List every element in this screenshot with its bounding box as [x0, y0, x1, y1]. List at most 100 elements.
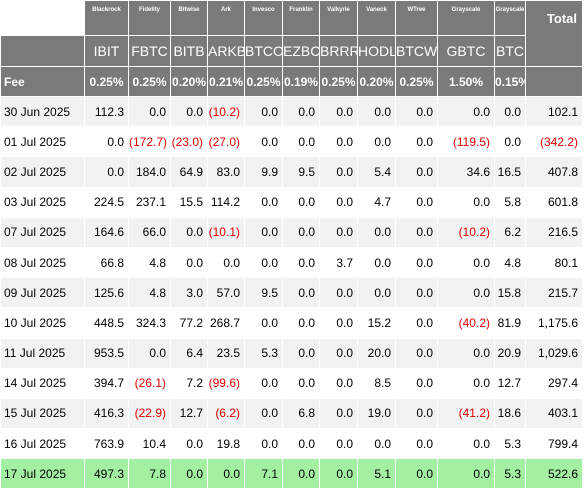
- flow-cell: 10.4: [128, 428, 171, 460]
- flow-cell: 81.9: [494, 307, 526, 339]
- flow-cell: 19.8: [207, 428, 245, 460]
- flow-cell: 0.0: [319, 277, 358, 309]
- flow-cell: 0.0: [319, 428, 358, 460]
- flow-cell: 0.0: [395, 367, 438, 399]
- flow-cell: 0.0: [244, 95, 283, 128]
- date-cell: 30 Jun 2025: [0, 95, 85, 128]
- fee-cell: 0.25%: [128, 66, 171, 97]
- flow-cell: 0.0: [319, 95, 358, 128]
- flow-cell: 0.0: [282, 186, 320, 218]
- issuer-header: Invesco: [244, 0, 283, 36]
- flow-cell: 5.4: [357, 156, 396, 188]
- table-row: 09 Jul 2025 125.6 4.8 3.0 57.0 9.5 0.0 0.0 0.0 0.…: [0, 277, 583, 309]
- flow-cell: 34.6: [437, 156, 495, 188]
- flow-cell: 5.3: [244, 337, 283, 369]
- flow-cell: 125.6: [84, 277, 129, 309]
- fee-label: Fee: [0, 66, 85, 97]
- date-cell: 03 Jul 2025: [0, 186, 85, 218]
- flow-cell: 0.0: [437, 367, 495, 399]
- flow-cell: 6.4: [170, 337, 208, 369]
- flow-cell: 0.0: [282, 126, 320, 158]
- fee-cell: 0.15%: [494, 66, 526, 97]
- flow-cell: 0.0: [357, 246, 396, 279]
- flow-cell: 0.0: [282, 216, 320, 248]
- flow-cell: 0.0: [170, 95, 208, 128]
- flow-cell: 0.0: [395, 126, 438, 158]
- flow-cell: 0.0: [84, 156, 129, 188]
- flow-cell: 114.2: [207, 186, 245, 218]
- flow-cell: 184.0: [128, 156, 171, 188]
- ticker-header: BTC: [494, 35, 526, 67]
- fee-cell: 0.25%: [395, 66, 438, 97]
- table-row: 03 Jul 2025 224.5 237.1 15.5 114.2 0.0 0.0 0.0 4…: [0, 186, 583, 218]
- ticker-corner-cell: [0, 35, 85, 67]
- total-cell: 297.4: [525, 367, 583, 399]
- flow-cell: 0.0: [319, 367, 358, 399]
- date-cell: 01 Jul 2025: [0, 126, 85, 158]
- flow-cell: 237.1: [128, 186, 171, 218]
- flow-cell: 0.0: [395, 307, 438, 339]
- total-cell: 1,029.6: [525, 337, 583, 369]
- flow-cell: 0.0: [437, 337, 495, 369]
- fee-cell: 0.21%: [207, 66, 245, 97]
- flow-cell: 0.0: [282, 367, 320, 399]
- flow-cell: 6.2: [494, 216, 526, 248]
- flow-cell: 0.0: [244, 246, 283, 279]
- flow-cell: 164.6: [84, 216, 129, 248]
- date-cell: 02 Jul 2025: [0, 156, 85, 188]
- flow-cell: (27.0): [207, 126, 245, 158]
- flow-cell: 0.0: [395, 95, 438, 128]
- date-cell: 10 Jul 2025: [0, 307, 85, 339]
- table-row: 30 Jun 2025 112.3 0.0 0.0 (10.2) 0.0 0.0 0.0 0.0…: [0, 95, 583, 128]
- flow-cell: 64.9: [170, 156, 208, 188]
- date-cell: 08 Jul 2025: [0, 246, 85, 279]
- total-cell: 1,175.6: [525, 307, 583, 339]
- flow-cell: 0.0: [437, 458, 495, 489]
- flow-cell: 0.0: [282, 95, 320, 128]
- flow-cell: 9.5: [244, 277, 283, 309]
- flow-cell: 5.3: [494, 458, 526, 489]
- flow-cell: 0.0: [170, 428, 208, 460]
- flow-cell: 12.7: [494, 367, 526, 399]
- flow-cell: 4.7: [357, 186, 396, 218]
- total-cell: 215.7: [525, 277, 583, 309]
- date-cell: 09 Jul 2025: [0, 277, 85, 309]
- flow-cell: 20.0: [357, 337, 396, 369]
- flow-cell: 0.0: [207, 458, 245, 489]
- flow-cell: 953.5: [84, 337, 129, 369]
- flow-cell: 0.0: [128, 337, 171, 369]
- flow-cell: 83.0: [207, 156, 245, 188]
- total-cell: 80.1: [525, 246, 583, 279]
- flow-cell: (40.2): [437, 307, 495, 339]
- flow-cell: 0.0: [319, 156, 358, 188]
- flow-cell: 0.0: [395, 156, 438, 188]
- ticker-header: BITB: [170, 35, 208, 67]
- issuer-header-row: Blackrock Fidelity Bitwise Ark Invesco F…: [0, 0, 583, 67]
- flow-cell: 5.8: [494, 186, 526, 218]
- flow-cell: 0.0: [244, 216, 283, 248]
- flow-cell: 0.0: [395, 246, 438, 279]
- flow-cell: 394.7: [84, 367, 129, 399]
- flow-cell: 0.0: [282, 428, 320, 460]
- table-row: 16 Jul 2025 763.9 10.4 0.0 19.8 0.0 0.0 0.0 0.0 0…: [0, 428, 583, 460]
- date-cell: 15 Jul 2025: [0, 397, 85, 430]
- date-cell: 11 Jul 2025: [0, 337, 85, 369]
- fee-cell: 1.50%: [437, 66, 495, 97]
- flow-cell: 15.8: [494, 277, 526, 309]
- flow-cell: 224.5: [84, 186, 129, 218]
- date-cell: 17 Jul 2025: [0, 458, 85, 489]
- flow-cell: 0.0: [319, 337, 358, 369]
- flow-cell: 12.7: [170, 397, 208, 430]
- issuer-header: Valkyrie: [319, 0, 358, 36]
- flow-cell: 66.0: [128, 216, 171, 248]
- flow-cell: (6.2): [207, 397, 245, 430]
- flow-cell: (119.5): [437, 126, 495, 158]
- flow-cell: 0.0: [395, 337, 438, 369]
- flow-cell: 0.0: [244, 186, 283, 218]
- flow-cell: 4.8: [128, 277, 171, 309]
- flow-cell: 0.0: [128, 95, 171, 128]
- flow-cell: 57.0: [207, 277, 245, 309]
- flow-cell: 497.3: [84, 458, 129, 489]
- flow-cell: 19.0: [357, 397, 396, 430]
